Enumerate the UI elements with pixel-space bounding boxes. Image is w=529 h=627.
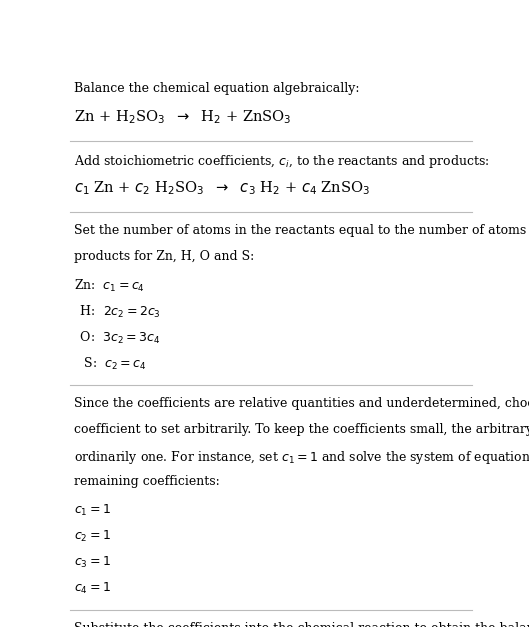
Text: Set the number of atoms in the reactants equal to the number of atoms in the: Set the number of atoms in the reactants… — [74, 224, 529, 237]
Text: products for Zn, H, O and S:: products for Zn, H, O and S: — [74, 250, 254, 263]
Text: $c_1$ Zn + $c_2$ H$_2$SO$_3$  $\rightarrow$  $c_3$ H$_2$ + $c_4$ ZnSO$_3$: $c_1$ Zn + $c_2$ H$_2$SO$_3$ $\rightarro… — [74, 179, 370, 197]
Text: Zn:  $c_1 = c_4$: Zn: $c_1 = c_4$ — [74, 278, 144, 294]
Text: remaining coefficients:: remaining coefficients: — [74, 475, 219, 488]
Text: O:  $3 c_2 = 3 c_4$: O: $3 c_2 = 3 c_4$ — [76, 330, 160, 346]
Text: Since the coefficients are relative quantities and underdetermined, choose a: Since the coefficients are relative quan… — [74, 398, 529, 410]
Text: ordinarily one. For instance, set $c_1 = 1$ and solve the system of equations fo: ordinarily one. For instance, set $c_1 =… — [74, 450, 529, 466]
Text: H:  $2 c_2 = 2 c_3$: H: $2 c_2 = 2 c_3$ — [76, 303, 160, 320]
Text: coefficient to set arbitrarily. To keep the coefficients small, the arbitrary va: coefficient to set arbitrarily. To keep … — [74, 423, 529, 436]
Text: $c_4 = 1$: $c_4 = 1$ — [74, 581, 111, 596]
Text: Substitute the coefficients into the chemical reaction to obtain the balanced: Substitute the coefficients into the che… — [74, 623, 529, 627]
Text: Zn + H$_2$SO$_3$  $\rightarrow$  H$_2$ + ZnSO$_3$: Zn + H$_2$SO$_3$ $\rightarrow$ H$_2$ + Z… — [74, 108, 291, 126]
Text: $c_1 = 1$: $c_1 = 1$ — [74, 503, 111, 518]
Text: S:  $c_2 = c_4$: S: $c_2 = c_4$ — [76, 356, 146, 372]
Text: Add stoichiometric coefficients, $c_i$, to the reactants and products:: Add stoichiometric coefficients, $c_i$, … — [74, 154, 489, 171]
Text: Balance the chemical equation algebraically:: Balance the chemical equation algebraica… — [74, 83, 359, 95]
Text: $c_2 = 1$: $c_2 = 1$ — [74, 529, 111, 544]
Text: $c_3 = 1$: $c_3 = 1$ — [74, 555, 111, 570]
